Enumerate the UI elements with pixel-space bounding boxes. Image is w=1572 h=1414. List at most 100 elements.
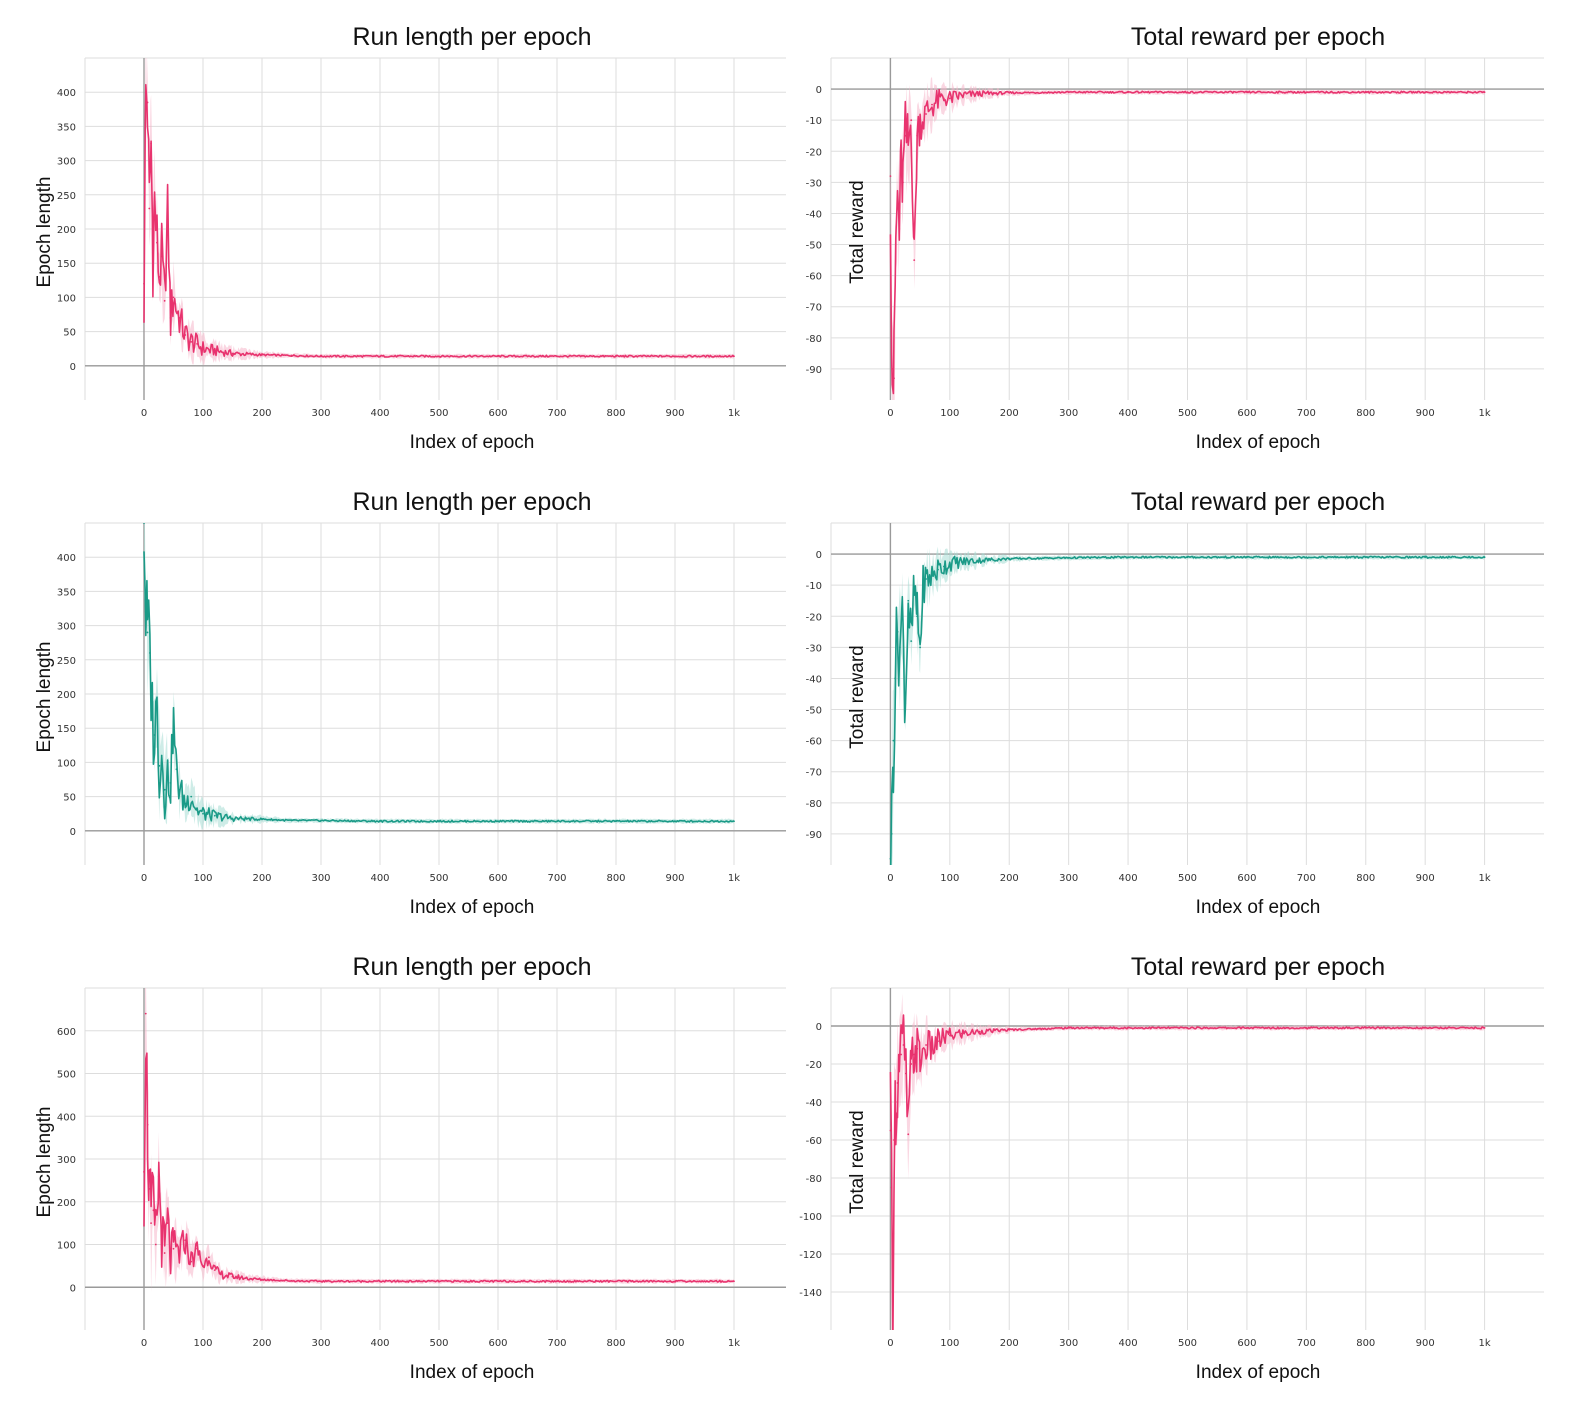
y-tick-label: 200: [57, 225, 76, 236]
data-point: [894, 1101, 897, 1103]
data-point: [261, 818, 263, 821]
x-tick-label: 900: [665, 1338, 684, 1349]
x-tick-label: 900: [665, 408, 684, 419]
x-tick-label: 0: [141, 1338, 147, 1349]
x-tick-label: 0: [887, 1338, 893, 1349]
data-point: [1424, 1027, 1427, 1029]
data-point: [178, 317, 181, 319]
plot-area: [889, 993, 1486, 1330]
y-tick-label: 250: [57, 191, 76, 202]
plot-area: [143, 988, 735, 1293]
x-tick-label: 700: [547, 873, 566, 884]
x-tick-label: 200: [1000, 408, 1019, 419]
series-line: [143, 83, 735, 358]
x-axis-label: Index of epoch: [410, 432, 535, 453]
x-tick-label: 400: [370, 873, 389, 884]
chart-title: Total reward per epoch: [1131, 953, 1385, 981]
y-tick-label: -40: [806, 674, 822, 685]
data-point: [320, 355, 322, 358]
y-tick-label: 100: [57, 293, 76, 304]
data-point: [213, 1269, 216, 1272]
data-point: [153, 734, 156, 736]
data-point: [163, 299, 166, 302]
data-point: [898, 228, 901, 230]
data-point: [937, 1040, 939, 1043]
y-tick-label: 600: [57, 1027, 76, 1038]
data-point: [261, 1278, 263, 1281]
x-tick-label: 100: [193, 1338, 212, 1349]
data-point: [150, 1222, 152, 1225]
data-point: [1067, 91, 1070, 94]
data-point: [931, 103, 933, 106]
data-point: [163, 788, 166, 791]
data-point: [937, 100, 939, 103]
data-point: [290, 819, 293, 822]
data-point: [184, 1239, 187, 1242]
x-tick-label: 400: [1119, 1338, 1138, 1349]
series-line: [143, 1052, 735, 1283]
chart-svg: 0 100 200 300 400 500 600 700 800 900 1k 0 50 100 150 2…: [34, 488, 786, 918]
data-point: [290, 354, 293, 357]
y-axis-label: Total reward: [847, 1110, 868, 1214]
y-tick-label: -70: [806, 768, 822, 779]
data-point: [1127, 556, 1129, 559]
x-tick-label: 700: [547, 1338, 566, 1349]
data-point: [894, 677, 897, 680]
chart-title: Run length per epoch: [352, 23, 591, 51]
data-point: [931, 1047, 933, 1050]
data-point: [196, 809, 199, 812]
y-tick-label: 0: [70, 362, 76, 373]
y-axis-label: Total reward: [847, 645, 868, 749]
data-point: [320, 819, 322, 822]
data-point: [896, 1082, 899, 1084]
y-tick-label: -100: [799, 1212, 822, 1223]
data-point: [978, 559, 981, 562]
x-tick-label: 300: [1059, 1338, 1078, 1349]
data-point: [1186, 556, 1189, 559]
x-tick-label: 800: [1356, 873, 1375, 884]
data-point: [438, 820, 440, 823]
data-point: [261, 353, 263, 356]
y-tick-label: -10: [806, 581, 822, 592]
data-point: [893, 377, 895, 380]
x-tick-label: 700: [1297, 1338, 1316, 1349]
data-point: [899, 646, 901, 649]
chart-r1-length: 0 100 200 300 400 500 600 700 800 900 1k 0 50 100 150 2…: [0, 0, 786, 465]
data-point: [146, 631, 149, 634]
data-point: [1483, 556, 1486, 559]
chart-svg: 0 100 200 300 400 500 600 700 800 900 1k 0 -20 -40 -60…: [799, 953, 1544, 1383]
data-point: [615, 355, 617, 358]
data-point: [931, 574, 933, 577]
x-tick-label: 100: [193, 873, 212, 884]
x-axis-label: Index of epoch: [410, 1362, 535, 1383]
data-point: [942, 97, 945, 100]
data-point: [1364, 1027, 1367, 1029]
data-point: [146, 101, 149, 104]
x-tick-label: 300: [311, 1338, 330, 1349]
x-tick-label: 400: [1119, 873, 1138, 884]
data-point: [1067, 556, 1070, 559]
data-point: [1127, 91, 1129, 94]
data-point: [1127, 1027, 1129, 1029]
data-point: [948, 97, 951, 100]
chart-title: Run length per epoch: [352, 953, 591, 981]
data-point: [202, 1264, 204, 1267]
data-point: [674, 355, 676, 358]
x-tick-label: 500: [429, 408, 448, 419]
data-point: [733, 355, 735, 358]
data-point: [153, 200, 156, 203]
y-tick-label: -60: [806, 1136, 822, 1147]
data-point: [160, 754, 163, 757]
data-point: [1186, 1027, 1189, 1029]
y-tick-label: -80: [806, 334, 822, 345]
data-point: [158, 275, 161, 278]
data-point: [163, 1252, 166, 1254]
data-point: [960, 560, 963, 563]
x-tick-label: 200: [252, 1338, 271, 1349]
data-point: [169, 1256, 172, 1259]
plot-area: [143, 523, 735, 831]
y-tick-label: 100: [57, 758, 76, 769]
x-axis-label: Index of epoch: [1196, 432, 1321, 453]
y-tick-label: -80: [806, 1174, 822, 1185]
